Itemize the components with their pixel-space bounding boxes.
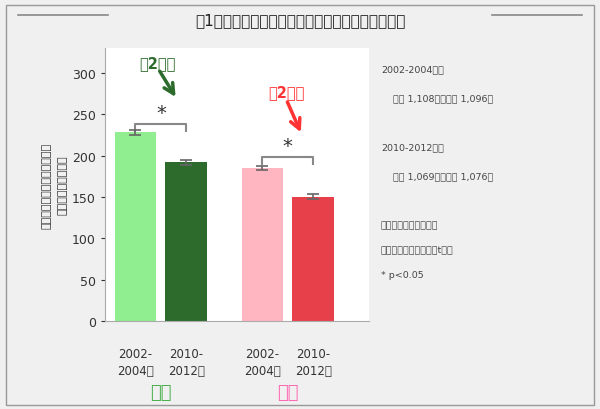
Text: エラーバー：標準誤差: エラーバー：標準誤差 [381,221,439,230]
Text: 図1　食事からのタウリン摄取量の年次推移推定値: 図1 食事からのタウリン摄取量の年次推移推定値 [195,13,405,28]
Text: 終2割減: 終2割減 [268,84,305,99]
Text: 終2割減: 終2割減 [140,56,176,72]
Text: 2002-
2004年: 2002- 2004年 [117,347,154,378]
Text: 男性 1,108人　女性 1,096人: 男性 1,108人 女性 1,096人 [393,94,493,103]
Bar [242,169,283,321]
Bar [166,163,207,321]
Text: 男性 1,069人　女性 1,076人: 男性 1,069人 女性 1,076人 [393,172,493,181]
Text: 解析方法：対応のないt検定: 解析方法：対応のないt検定 [381,245,454,254]
Text: 2010-
2012年: 2010- 2012年 [295,347,332,378]
Text: *: * [156,103,166,122]
Bar [292,198,334,321]
Text: * p<0.05: * p<0.05 [381,270,424,279]
Bar [115,133,156,321]
Text: 2002-
2004年: 2002- 2004年 [244,347,281,378]
Text: 2010-
2012年: 2010- 2012年 [168,347,205,378]
Y-axis label: タウリン平均摄取量の推定値
（ミリグラム／日）: タウリン平均摄取量の推定値 （ミリグラム／日） [41,142,68,228]
Text: 2002-2004年：: 2002-2004年： [381,65,444,74]
Text: 女性: 女性 [277,383,299,401]
Text: 2010-2012年：: 2010-2012年： [381,143,444,152]
Text: *: * [283,137,293,155]
Text: 男性: 男性 [150,383,172,401]
